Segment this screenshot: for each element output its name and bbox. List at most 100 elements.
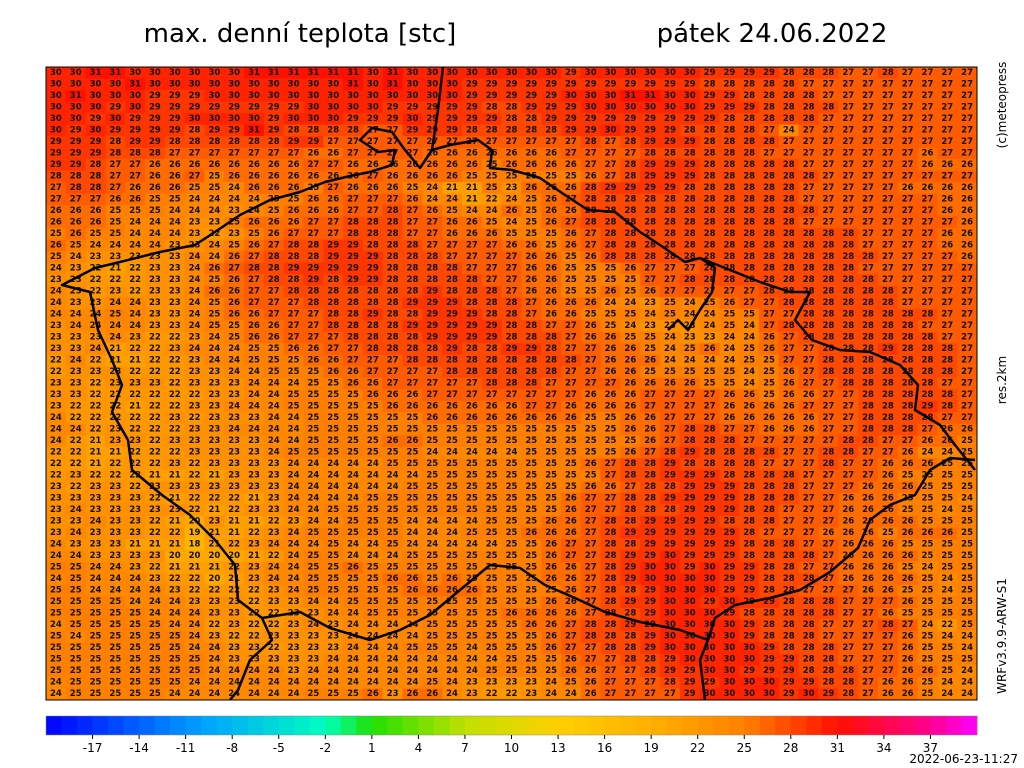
temp-label: 23 [50, 517, 62, 527]
temp-label: 25 [426, 574, 438, 584]
temp-cell [739, 170, 760, 183]
temp-label: 28 [684, 436, 696, 446]
temp-label: 27 [585, 563, 597, 573]
temp-label: 25 [961, 471, 973, 481]
temp-label: 23 [189, 402, 201, 412]
temp-label: 22 [109, 459, 121, 469]
temp-label: 27 [585, 379, 597, 389]
temp-label: 26 [565, 528, 577, 538]
temp-cell [798, 101, 820, 114]
temp-label: 28 [387, 286, 399, 296]
temp-label: 26 [426, 206, 438, 216]
temp-label: 28 [704, 171, 716, 181]
temp-label: 25 [307, 563, 319, 573]
temp-label: 27 [941, 68, 953, 78]
temp-label: 29 [704, 91, 716, 101]
temp-cell [382, 113, 404, 126]
temp-label: 25 [763, 355, 775, 365]
temp-label: 30 [585, 68, 597, 78]
temp-cell [145, 170, 166, 183]
temp-cell [759, 90, 780, 103]
temp-label: 25 [585, 413, 597, 423]
temp-label: 24 [208, 206, 220, 216]
temp-label: 29 [723, 528, 735, 538]
temp-cell [957, 147, 977, 160]
temp-label: 29 [704, 540, 716, 550]
temp-label: 28 [367, 321, 379, 331]
temp-label: 30 [90, 91, 102, 101]
temp-label: 27 [842, 390, 854, 400]
temp-label: 30 [684, 586, 696, 596]
temp-label: 26 [605, 355, 617, 365]
temp-label: 28 [109, 137, 121, 147]
temp-label: 29 [506, 79, 518, 89]
temp-label: 27 [347, 194, 359, 204]
temp-cell [402, 67, 423, 80]
temp-cell [224, 101, 245, 114]
temp-label: 24 [466, 540, 478, 550]
temp-label: 25 [109, 609, 121, 619]
temp-label: 26 [961, 217, 973, 227]
temp-label: 30 [664, 609, 676, 619]
temp-label: 24 [922, 620, 934, 630]
temp-label: 25 [288, 402, 300, 412]
temp-label: 26 [902, 574, 914, 584]
temp-label: 28 [743, 194, 755, 204]
temp-cell [620, 170, 641, 183]
temp-label: 27 [882, 194, 894, 204]
temp-label: 27 [565, 379, 577, 389]
temp-label: 23 [149, 286, 161, 296]
temp-label: 29 [704, 102, 716, 112]
temp-label: 23 [208, 597, 220, 607]
temp-cell [838, 170, 859, 183]
temp-label: 29 [664, 471, 676, 481]
temp-cell [85, 170, 106, 183]
temp-label: 27 [426, 379, 438, 389]
temp-label: 25 [922, 494, 934, 504]
temp-label: 23 [208, 517, 220, 527]
temp-label: 27 [823, 620, 835, 630]
temp-label: 28 [743, 528, 755, 538]
temp-cell [283, 170, 305, 183]
temp-label: 28 [723, 275, 735, 285]
temp-label: 27 [783, 517, 795, 527]
temp-label: 26 [862, 574, 874, 584]
temp-label: 27 [585, 367, 597, 377]
temp-label: 26 [605, 367, 617, 377]
temp-label: 26 [882, 459, 894, 469]
temp-label: 28 [783, 68, 795, 78]
temp-label: 28 [763, 229, 775, 239]
temp-label: 25 [763, 379, 775, 389]
temp-label: 24 [446, 528, 458, 538]
temp-label: 28 [466, 286, 478, 296]
temp-cell [46, 124, 67, 137]
temp-label: 28 [803, 229, 815, 239]
temp-label: 23 [70, 471, 82, 481]
temp-label: 28 [882, 367, 894, 377]
temp-label: 25 [565, 471, 577, 481]
temp-label: 30 [288, 114, 300, 124]
temp-label: 22 [189, 459, 201, 469]
temp-label: 25 [545, 482, 557, 492]
temp-label: 28 [763, 620, 775, 630]
temp-label: 27 [941, 125, 953, 135]
temp-cell [461, 78, 483, 91]
temp-label: 26 [545, 517, 557, 527]
temp-cell [660, 101, 681, 114]
temp-label: 28 [704, 194, 716, 204]
temp-cell [640, 136, 661, 149]
temp-label: 25 [525, 229, 537, 239]
temp-label: 30 [585, 102, 597, 112]
temp-cell [481, 67, 503, 80]
temp-label: 28 [407, 309, 419, 319]
temp-label: 26 [704, 344, 716, 354]
temp-cell [283, 101, 305, 114]
temp-label: 25 [268, 355, 280, 365]
temp-label: 26 [407, 390, 419, 400]
temp-label: 25 [426, 551, 438, 561]
temp-label: 24 [387, 643, 399, 653]
temp-cell [422, 78, 443, 91]
temp-label: 27 [268, 309, 280, 319]
temp-label: 30 [70, 114, 82, 124]
temp-cell [957, 67, 977, 80]
